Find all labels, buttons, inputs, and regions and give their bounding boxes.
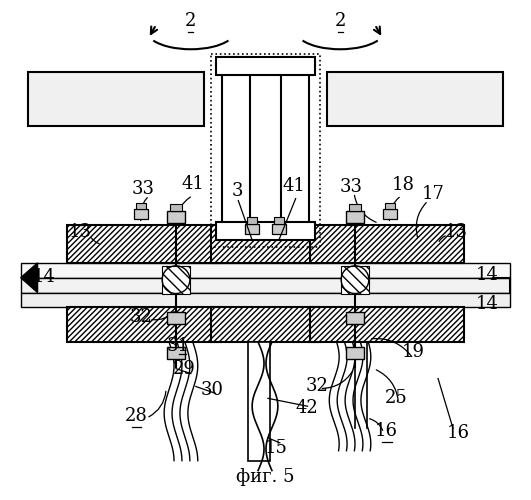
- Text: 30: 30: [201, 382, 224, 400]
- Text: 29: 29: [173, 360, 195, 378]
- Text: 16: 16: [375, 422, 398, 440]
- Text: 16: 16: [447, 424, 469, 442]
- Text: 41: 41: [182, 174, 204, 192]
- Bar: [21, 263, 510, 278]
- Text: 14: 14: [476, 296, 499, 314]
- Bar: [28, 72, 204, 126]
- Text: 33: 33: [132, 180, 155, 198]
- Bar: [162, 266, 190, 293]
- Text: 14: 14: [33, 268, 56, 285]
- Text: 2: 2: [185, 12, 196, 30]
- Text: 17: 17: [422, 184, 444, 202]
- Bar: [21, 278, 510, 292]
- Text: 13: 13: [444, 223, 467, 241]
- Text: 18: 18: [392, 176, 415, 194]
- Bar: [167, 312, 185, 324]
- Bar: [248, 342, 270, 460]
- Bar: [216, 222, 315, 240]
- Bar: [346, 347, 364, 359]
- Bar: [346, 312, 364, 324]
- Text: 15: 15: [264, 439, 287, 457]
- Bar: [167, 212, 185, 224]
- Bar: [349, 204, 361, 212]
- Bar: [211, 308, 320, 342]
- Bar: [272, 224, 286, 234]
- Bar: [311, 308, 464, 342]
- Bar: [134, 210, 148, 220]
- Bar: [247, 218, 257, 224]
- Bar: [327, 72, 503, 126]
- Text: 28: 28: [125, 407, 148, 425]
- Bar: [311, 226, 464, 263]
- Text: 33: 33: [339, 178, 363, 196]
- Bar: [136, 202, 147, 209]
- Bar: [216, 57, 315, 75]
- Bar: [67, 226, 220, 263]
- Polygon shape: [21, 263, 38, 292]
- Bar: [384, 202, 395, 209]
- Bar: [346, 212, 364, 224]
- Bar: [211, 54, 320, 247]
- Text: 32: 32: [130, 308, 153, 326]
- Bar: [67, 308, 220, 342]
- Text: 41: 41: [282, 176, 305, 194]
- Text: 31: 31: [167, 337, 190, 355]
- Text: 2: 2: [335, 12, 346, 30]
- Text: 3: 3: [232, 182, 243, 200]
- Text: 19: 19: [402, 343, 425, 361]
- Bar: [167, 347, 185, 359]
- Text: 32: 32: [306, 378, 329, 396]
- Text: фиг. 5: фиг. 5: [236, 468, 294, 486]
- Bar: [383, 210, 397, 220]
- Text: 42: 42: [295, 399, 318, 417]
- Bar: [341, 266, 369, 293]
- Bar: [245, 224, 259, 234]
- Bar: [222, 57, 250, 240]
- Text: 25: 25: [385, 390, 408, 407]
- Bar: [281, 57, 309, 240]
- Text: 14: 14: [476, 266, 499, 283]
- Bar: [21, 292, 510, 308]
- Bar: [211, 226, 320, 263]
- Bar: [170, 204, 182, 212]
- Bar: [274, 218, 284, 224]
- Text: 13: 13: [68, 223, 91, 241]
